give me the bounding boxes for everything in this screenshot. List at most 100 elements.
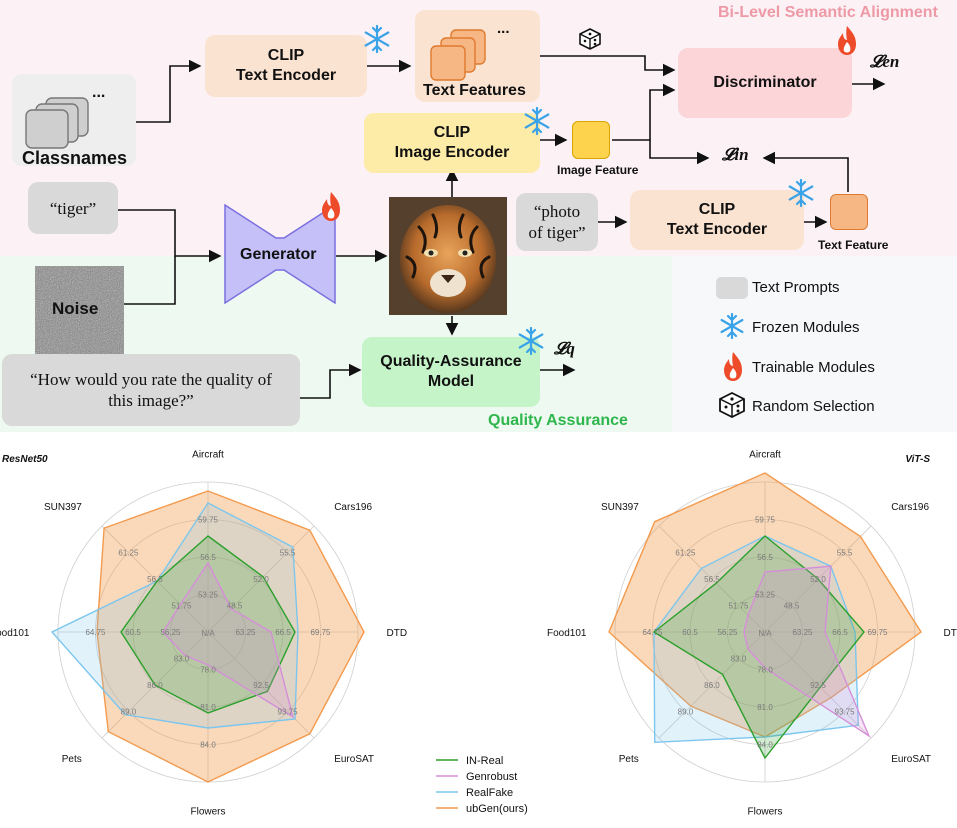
axis-label: SUN397 [601, 502, 639, 513]
text-features-label: Text Features [423, 82, 526, 99]
clip-image-encoder: CLIP Image Encoder [364, 113, 540, 173]
text-features-stack-icon [430, 29, 486, 81]
radar-charts: 53.25 56.5 59.75 48.5 52.0 55.5 63.25 66.5 69.75… [0, 450, 957, 818]
series-in-real [120, 535, 296, 714]
generated-tiger-image [389, 197, 507, 315]
text-features-group: ... Text Features [415, 10, 540, 102]
tick-label: 55.5 [280, 548, 296, 557]
text-features-dots: ... [497, 20, 510, 37]
tick-label: 83.0 [731, 655, 747, 664]
loss-in: 𝓛in [722, 145, 749, 164]
tick-label: 81.0 [757, 703, 773, 712]
semantic-alignment-title: Bi-Level Semantic Alignment [718, 4, 938, 21]
tick-label: 60.5 [682, 628, 698, 637]
loss-en: 𝓛en [870, 52, 900, 71]
image-feature-label: Image Feature [557, 163, 639, 177]
legend-frozen: Frozen Modules [752, 319, 860, 336]
axis-label: Pets [62, 754, 82, 765]
legend-label: Genrobust [466, 771, 517, 783]
legend-prompt-swatch [716, 277, 748, 299]
tick-label: 84.0 [757, 741, 773, 750]
tick-label: 56.5 [147, 575, 163, 584]
loss-q: 𝓛q [554, 339, 575, 358]
classnames-stack-icon [25, 97, 89, 149]
center-label: N/A [201, 629, 215, 638]
legend-label: IN-Real [466, 755, 503, 767]
series-genrobust [162, 561, 295, 719]
tick-label: 92.5 [253, 681, 269, 690]
connector-arrows [118, 55, 886, 399]
text-feature-label: Text Feature [818, 238, 889, 252]
legend-label: ubGen(ours) [466, 803, 528, 815]
tick-label: 56.5 [704, 575, 720, 584]
radar-chart-0: 53.25 56.5 59.75 48.5 52.0 55.5 63.25 66.5 69.75… [0, 450, 407, 818]
axis-label: EuroSAT [891, 754, 931, 765]
axis-label: EuroSAT [334, 754, 374, 765]
axis-label: Cars196 [334, 502, 372, 513]
axis-label: DTD [387, 628, 408, 639]
tick-label: 51.75 [171, 601, 192, 610]
spoke [658, 631, 766, 739]
spoke [764, 631, 872, 739]
spoke [101, 525, 209, 633]
tick-label: 86.0 [704, 681, 720, 690]
noise-label: Noise [52, 299, 99, 318]
classnames-dots: ... [92, 84, 106, 101]
image-feature-square [572, 121, 610, 159]
axis-label: Cars196 [891, 502, 929, 513]
series-realfake [50, 502, 299, 729]
clip-text-encoder-bottom: CLIP Text Encoder [630, 190, 804, 250]
discriminator-box: Discriminator [678, 48, 852, 118]
tick-label: 55.5 [837, 548, 853, 557]
tick-label: 93.75 [835, 708, 856, 717]
axis-label: Pets [619, 754, 639, 765]
tick-label: 84.0 [200, 741, 216, 750]
tick-label: 64.75 [85, 628, 106, 637]
tick-label: 48.5 [227, 601, 243, 610]
chart-title: ViT-S [905, 454, 930, 465]
tick-label: 89.0 [678, 708, 694, 717]
tick-label: 69.75 [867, 628, 888, 637]
legend-text-prompts: Text Prompts [752, 279, 840, 296]
dice-icon [579, 28, 601, 50]
tiger-prompt: “tiger” [28, 182, 118, 234]
center-label: N/A [758, 629, 772, 638]
flame-icon [322, 192, 340, 221]
axis-label: Flowers [747, 807, 782, 818]
noise-image [35, 266, 124, 355]
tick-label: 56.25 [160, 628, 181, 637]
quality-assurance-title: Quality Assurance [488, 412, 628, 429]
tick-label: 59.75 [755, 516, 776, 525]
tick-label: 63.25 [792, 628, 813, 637]
tick-label: 66.5 [832, 628, 848, 637]
axis-label: DTD [944, 628, 957, 639]
tick-label: 78.0 [757, 666, 773, 675]
tick-label: 52.0 [810, 575, 826, 584]
tick-label: 48.5 [784, 601, 800, 610]
series-in-real [652, 535, 865, 760]
tick-label: 86.0 [147, 681, 163, 690]
tick-label: 52.0 [253, 575, 269, 584]
tick-label: 61.25 [675, 548, 696, 557]
axis-label: SUN397 [44, 502, 82, 513]
spoke [207, 631, 315, 739]
tick-label: 81.0 [200, 703, 216, 712]
tick-label: 78.0 [200, 666, 216, 675]
tick-label: 59.75 [198, 516, 219, 525]
tick-label: 51.75 [728, 601, 749, 610]
spoke [207, 525, 315, 633]
legend-label: RealFake [466, 787, 513, 799]
dice-icon [719, 391, 745, 419]
tick-label: 53.25 [198, 591, 219, 600]
tick-label: 56.5 [757, 553, 773, 562]
tick-label: 83.0 [174, 655, 190, 664]
tick-label: 53.25 [755, 591, 776, 600]
tick-label: 61.25 [118, 548, 139, 557]
axis-label: Food101 [0, 628, 30, 639]
qa-question-prompt: “How would you rate the quality of this … [2, 354, 300, 426]
flame-icon [724, 352, 742, 381]
tick-label: 69.75 [310, 628, 331, 637]
generator-label: Generator [240, 246, 317, 263]
tick-label: 60.5 [125, 628, 141, 637]
radar-chart-1: 53.25 56.5 59.75 48.5 52.0 55.5 63.25 66.5 69.75… [547, 450, 957, 818]
